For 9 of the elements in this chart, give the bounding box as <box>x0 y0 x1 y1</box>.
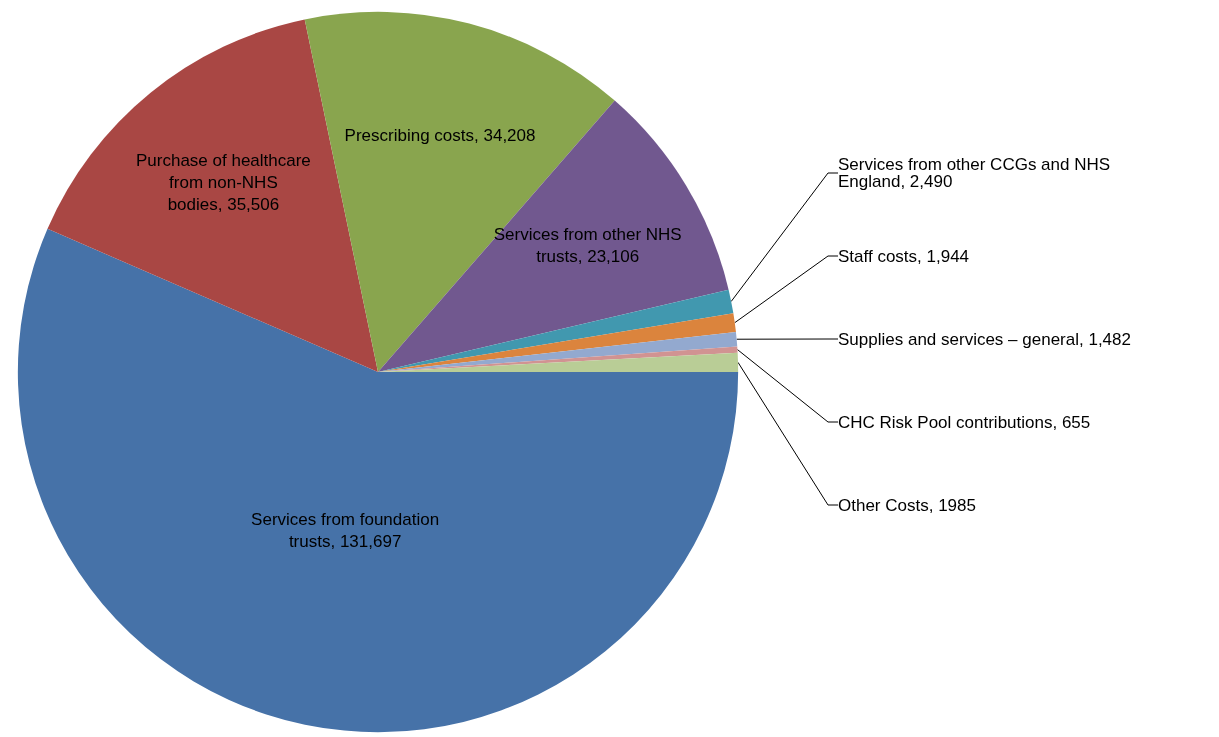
slice-label: Supplies and services – general, 1,482 <box>838 329 1131 349</box>
slice-label: CHC Risk Pool contributions, 655 <box>838 412 1091 432</box>
slice-label: Services from other NHS trusts, 23,106 <box>493 225 682 267</box>
slice-label: Services from other CCGs and NHS England, 2,490 <box>838 155 1111 191</box>
slice-label: Services from foundation trusts, 131,697 <box>251 510 440 552</box>
slice-label: Other Costs, 1985 <box>838 495 976 515</box>
slice-label: Prescribing costs, 34,208 <box>344 125 536 145</box>
slice-label: Staff costs, 1,944 <box>838 246 970 266</box>
slice-label: Purchase of healthcare from non-NHS bodies, 35,506 <box>135 150 311 214</box>
